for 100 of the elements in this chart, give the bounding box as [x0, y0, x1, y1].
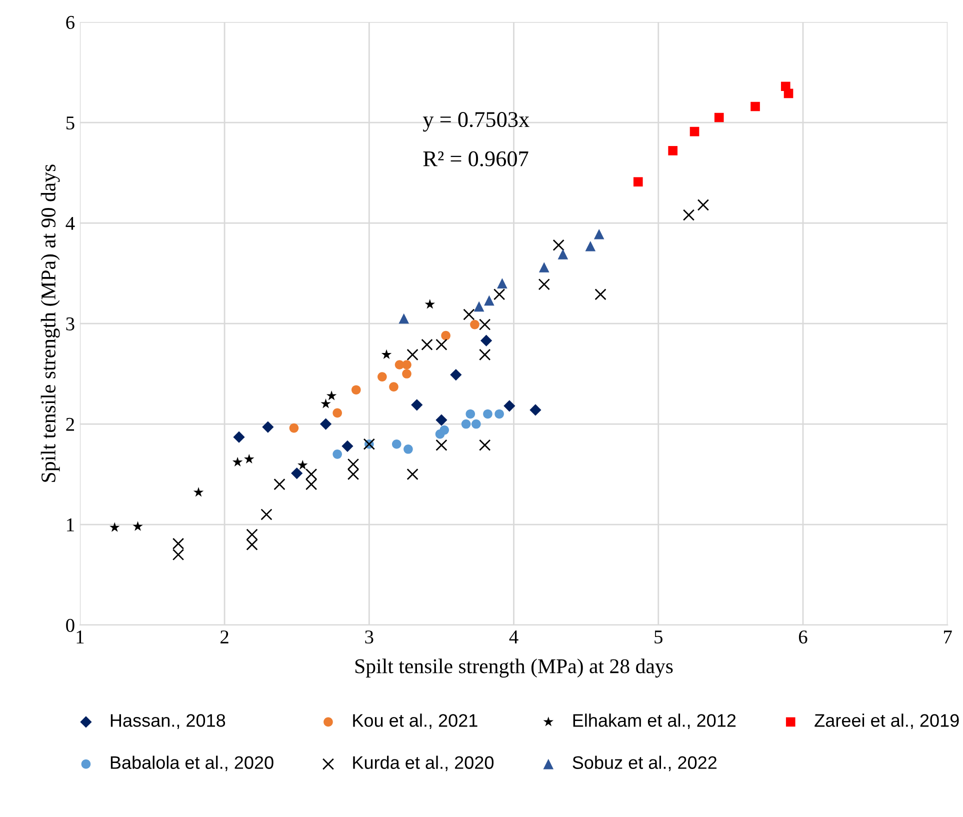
- point: [260, 508, 272, 520]
- point: [402, 369, 412, 378]
- point: [594, 288, 606, 300]
- point: [697, 199, 710, 211]
- y-tick-label: 3: [66, 317, 74, 330]
- legend-label: Babalola et al., 2020: [110, 756, 274, 772]
- x-tick-label: 5: [654, 630, 662, 644]
- point: [585, 241, 596, 252]
- point: [538, 278, 550, 290]
- y-tick-label: 0: [66, 618, 74, 632]
- point: [750, 102, 760, 112]
- point: [682, 209, 695, 221]
- point: [262, 421, 274, 433]
- point: [332, 408, 342, 418]
- point: [493, 288, 506, 300]
- point: [450, 368, 462, 381]
- point: [392, 439, 402, 449]
- point: [478, 439, 491, 451]
- point: [305, 478, 318, 490]
- point: [461, 419, 471, 429]
- point: [291, 467, 303, 480]
- point: [633, 177, 643, 186]
- x-tick-label: 6: [798, 630, 808, 644]
- point: [436, 439, 448, 451]
- point: [484, 295, 494, 306]
- y-axis-title: Spilt tensile strength (MPa) at 90 days: [40, 164, 60, 482]
- y-tick-label: 6: [66, 16, 74, 29]
- point: [351, 385, 361, 395]
- point: [538, 262, 550, 272]
- point: [172, 538, 184, 550]
- point: [474, 301, 484, 312]
- point: [424, 299, 435, 309]
- point: [406, 468, 418, 480]
- legend-label: Kurda et al., 2020: [353, 756, 494, 772]
- point: [193, 486, 204, 497]
- point: [232, 456, 243, 467]
- point: [347, 468, 360, 480]
- point: [274, 478, 286, 490]
- point: [466, 409, 476, 419]
- point: [421, 338, 433, 350]
- point: [472, 419, 481, 429]
- point: [558, 249, 568, 260]
- y-tick-label: 5: [66, 116, 74, 130]
- point: [404, 444, 413, 454]
- point: [784, 88, 794, 98]
- point: [402, 360, 412, 370]
- point: [478, 318, 491, 330]
- legend-label: Zareei et al., 2019: [814, 714, 959, 730]
- point: [172, 548, 184, 561]
- x-tick-label: 7: [944, 630, 952, 644]
- point: [326, 390, 337, 400]
- point: [690, 126, 700, 136]
- point: [320, 398, 331, 408]
- point: [398, 313, 410, 324]
- point: [411, 399, 423, 411]
- point: [483, 409, 492, 419]
- point: [440, 425, 450, 435]
- point: [389, 382, 398, 392]
- point: [497, 278, 508, 288]
- point: [320, 418, 332, 430]
- y-tick-label: 1: [67, 518, 74, 532]
- y-tick-label: 4: [66, 216, 75, 230]
- point: [246, 538, 258, 550]
- point: [594, 228, 604, 240]
- point: [110, 522, 120, 532]
- legend-label: Elhakam et al., 2012: [573, 714, 736, 730]
- point: [342, 440, 354, 452]
- point: [504, 400, 516, 412]
- point: [463, 308, 475, 320]
- point: [494, 409, 504, 419]
- legend-label: Sobuz et al., 2022: [572, 756, 717, 772]
- x-axis-title: Spilt tensile strength (MPa) at 28 days: [355, 658, 673, 678]
- point: [246, 528, 258, 540]
- point: [378, 372, 387, 382]
- point: [470, 320, 480, 330]
- point: [668, 146, 678, 156]
- point: [530, 404, 542, 416]
- point: [552, 239, 564, 251]
- point: [436, 414, 448, 426]
- point: [332, 450, 342, 459]
- x-tick-label: 4: [509, 630, 518, 644]
- point: [347, 458, 360, 470]
- point: [436, 338, 448, 350]
- point: [441, 330, 450, 340]
- point: [480, 334, 492, 346]
- point: [233, 431, 245, 443]
- point: [478, 348, 491, 361]
- point: [714, 112, 724, 122]
- point: [244, 454, 254, 464]
- legend-label: Hassan., 2018: [110, 714, 226, 730]
- y-tick-label: 2: [66, 418, 74, 431]
- point: [381, 349, 392, 360]
- x-tick-label: 2: [220, 630, 228, 644]
- legend-label: Kou et al., 2021: [353, 714, 478, 730]
- annotation: R² = 0.9607: [423, 151, 528, 166]
- point: [289, 423, 299, 433]
- point: [406, 348, 418, 361]
- x-tick-label: 1: [76, 630, 84, 644]
- x-tick-label: 3: [365, 630, 374, 644]
- point: [305, 468, 318, 480]
